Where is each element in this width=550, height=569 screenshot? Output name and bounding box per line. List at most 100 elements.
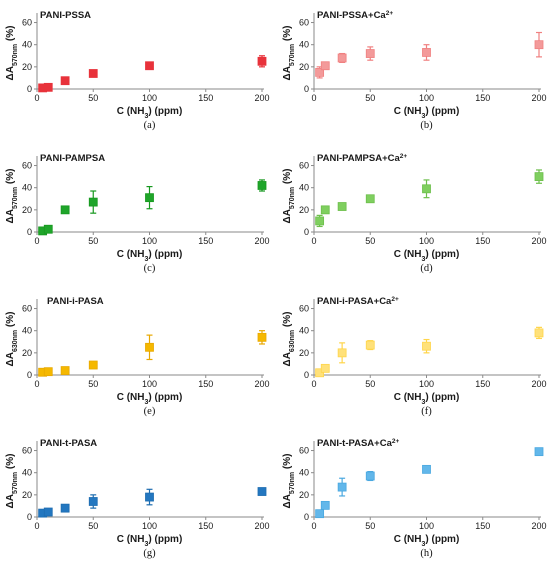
- y-axis-label-subscript: 570nm: [12, 472, 19, 494]
- data-point: [315, 67, 325, 77]
- chart-panel-b: 0 20 40 60 0 50 100 150 200 C (NH3) (ppm) ΔA570nm …: [282, 10, 547, 132]
- x-tick-label: 100: [142, 93, 157, 103]
- data-point: [337, 482, 347, 492]
- x-tick-label: 200: [254, 93, 269, 103]
- data-point: [43, 224, 53, 234]
- x-tick-label: 200: [531, 236, 546, 246]
- y-tick-label: 20: [22, 348, 32, 358]
- y-tick-label: 0: [304, 512, 309, 522]
- x-axis-label-main: C (NH: [394, 534, 422, 545]
- data-point: [534, 328, 544, 338]
- data-point: [337, 53, 347, 63]
- x-axis-label-suffix: ) (ppm): [425, 106, 459, 117]
- x-axis-label: C (NH3) (ppm): [117, 249, 183, 263]
- y-axis-label-main: ΔA: [282, 66, 293, 80]
- data-point: [534, 172, 544, 182]
- x-tick-label: 200: [531, 379, 546, 389]
- y-axis-label: ΔA570nm (%): [5, 454, 19, 509]
- panel-title-superscript: 2+: [392, 438, 400, 445]
- y-axis-label-main: ΔA: [5, 494, 16, 508]
- x-tick-label: 50: [88, 379, 98, 389]
- panel-title: PANI-i-PASA: [47, 296, 104, 307]
- x-axis-label-suffix: ) (ppm): [425, 249, 459, 260]
- data-point: [365, 340, 375, 350]
- y-axis-label-main: ΔA: [5, 352, 16, 366]
- data-point: [257, 56, 267, 66]
- panel-caption: (b): [420, 120, 433, 131]
- x-axis-label-main: C (NH: [117, 534, 145, 545]
- data-point: [60, 76, 70, 86]
- x-tick-label: 50: [88, 93, 98, 103]
- x-axis-label: C (NH3) (ppm): [394, 106, 460, 120]
- data-point: [422, 184, 431, 194]
- data-point: [60, 503, 70, 513]
- y-axis-label-suffix: (%): [5, 312, 16, 330]
- x-axis-label: C (NH3) (ppm): [117, 392, 183, 406]
- y-tick-label: 40: [299, 468, 309, 478]
- x-tick-label: 200: [531, 93, 546, 103]
- x-tick-label: 150: [198, 236, 213, 246]
- y-axis-label: ΔA630nm (%): [282, 312, 296, 367]
- y-axis-label-subscript: 570nm: [289, 44, 296, 66]
- panel-title-superscript: 2+: [400, 153, 408, 160]
- x-axis-label-subscript: 3: [144, 256, 148, 263]
- panel-title-superscript: 2+: [391, 296, 399, 303]
- y-tick-label: 0: [27, 512, 32, 522]
- x-axis-label-subscript: 3: [144, 399, 148, 406]
- panel-caption: (e): [144, 406, 156, 417]
- x-axis-label-main: C (NH: [394, 106, 422, 117]
- x-tick-label: 100: [419, 379, 434, 389]
- y-axis-label-main: ΔA: [282, 352, 293, 366]
- x-tick-label: 0: [34, 521, 39, 531]
- y-axis-label-subscript: 570nm: [12, 44, 19, 66]
- panel-title-main: PANI-i-PASA: [47, 296, 104, 307]
- data-point: [257, 181, 267, 190]
- x-tick-label: 150: [475, 521, 490, 531]
- chart-panel-f: 0 20 40 60 0 50 100 150 200 C (NH3) (ppm) ΔA630nm …: [282, 296, 547, 418]
- y-tick-label: 0: [27, 84, 32, 94]
- x-tick-label: 0: [34, 236, 39, 246]
- x-tick-label: 150: [198, 521, 213, 531]
- y-axis-label-subscript: 630nm: [12, 330, 19, 352]
- x-tick-label: 200: [254, 236, 269, 246]
- data-point: [145, 342, 154, 352]
- panel-title: PANI-i-PASA+Ca2+: [317, 296, 399, 308]
- x-axis-label-suffix: ) (ppm): [148, 249, 182, 260]
- y-tick-label: 60: [299, 304, 309, 314]
- y-tick-label: 20: [299, 62, 309, 72]
- x-tick-label: 0: [311, 379, 316, 389]
- data-point: [337, 202, 347, 211]
- data-point: [365, 49, 375, 58]
- y-tick-label: 20: [22, 490, 32, 500]
- y-axis-label: ΔA570nm (%): [282, 169, 296, 224]
- x-axis-label-subscript: 3: [421, 113, 425, 120]
- chart-panel-h: 0 20 40 60 0 50 100 150 200 C (NH3) (ppm) ΔA570nm …: [282, 438, 547, 560]
- panel-title: PANI-PSSA: [40, 10, 91, 21]
- x-tick-label: 50: [88, 236, 98, 246]
- x-axis-label-subscript: 3: [421, 399, 425, 406]
- y-axis-label: ΔA570nm (%): [5, 26, 19, 81]
- x-tick-label: 200: [254, 379, 269, 389]
- panel-caption: (a): [144, 120, 156, 131]
- panel-title-main: PANI-PAMPSA+Ca: [317, 153, 401, 164]
- x-tick-label: 100: [142, 236, 157, 246]
- panel-title-main: PANI-PSSA+Ca: [317, 10, 386, 21]
- y-axis-label-suffix: (%): [5, 454, 16, 472]
- chart-panel-a: 0 20 40 60 0 50 100 150 200 C (NH3) (ppm) ΔA570nm …: [5, 10, 270, 131]
- panel-caption: (g): [143, 548, 156, 559]
- x-tick-label: 50: [365, 93, 375, 103]
- x-axis-label-main: C (NH: [117, 249, 145, 260]
- data-point: [60, 205, 70, 215]
- y-tick-label: 40: [22, 183, 32, 193]
- data-point: [320, 61, 330, 71]
- data-point: [422, 464, 431, 474]
- y-axis-label-suffix: (%): [5, 26, 16, 44]
- x-axis-label-suffix: ) (ppm): [425, 392, 459, 403]
- x-axis-label-subscript: 3: [144, 541, 148, 548]
- y-axis-label-main: ΔA: [5, 209, 16, 223]
- y-tick-label: 0: [304, 370, 309, 380]
- x-tick-label: 150: [475, 379, 490, 389]
- y-tick-label: 40: [299, 183, 309, 193]
- data-point: [422, 341, 431, 351]
- y-tick-label: 20: [299, 205, 309, 215]
